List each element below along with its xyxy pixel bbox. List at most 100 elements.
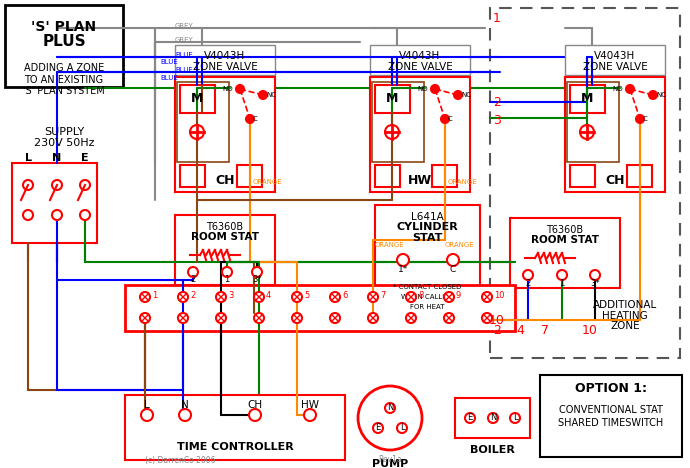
Circle shape [80, 210, 90, 220]
Bar [12, 163, 97, 243]
Circle shape [358, 386, 422, 450]
Text: C: C [643, 116, 648, 122]
Text: ORANGE: ORANGE [253, 179, 283, 185]
Text: 10: 10 [489, 314, 505, 327]
Bar [125, 285, 515, 331]
Text: ADDITIONAL: ADDITIONAL [593, 300, 657, 310]
Text: ORANGE: ORANGE [445, 242, 475, 248]
Bar [370, 45, 470, 75]
Text: N: N [387, 403, 393, 412]
Text: N: N [490, 414, 496, 423]
Circle shape [465, 413, 475, 423]
Text: CH: CH [215, 174, 235, 187]
Text: N: N [52, 153, 61, 163]
Text: TO AN EXISTING: TO AN EXISTING [24, 75, 104, 85]
Circle shape [236, 85, 244, 93]
Text: 1: 1 [560, 278, 564, 287]
Circle shape [259, 91, 267, 99]
Bar [5, 5, 123, 87]
Text: 10: 10 [494, 292, 504, 300]
Text: 2: 2 [493, 95, 501, 109]
Text: 'S' PLAN: 'S' PLAN [32, 20, 97, 34]
Text: Rev1a: Rev1a [378, 455, 402, 465]
Circle shape [397, 254, 409, 266]
Text: L641A: L641A [411, 212, 444, 222]
Circle shape [254, 292, 264, 302]
Circle shape [373, 423, 383, 433]
Text: L: L [25, 153, 32, 163]
Text: 2: 2 [525, 278, 531, 287]
Text: CH: CH [248, 400, 263, 410]
Text: 5: 5 [304, 292, 309, 300]
Text: 7: 7 [541, 323, 549, 336]
Text: ZONE VALVE: ZONE VALVE [193, 62, 257, 72]
Bar [570, 85, 605, 113]
Text: V4043H: V4043H [400, 51, 441, 61]
Circle shape [454, 91, 462, 99]
Bar [177, 82, 229, 162]
Text: FOR HEAT: FOR HEAT [411, 304, 445, 310]
Circle shape [80, 180, 90, 190]
Circle shape [252, 267, 262, 277]
Circle shape [292, 292, 302, 302]
Text: N: N [181, 400, 189, 410]
Text: 3*: 3* [252, 276, 262, 285]
Circle shape [190, 125, 204, 139]
Text: E: E [81, 153, 89, 163]
Circle shape [482, 313, 492, 323]
Text: CYLINDER: CYLINDER [397, 222, 458, 232]
Text: 2: 2 [190, 276, 196, 285]
Text: ORANGE: ORANGE [375, 242, 404, 248]
Text: V4043H: V4043H [204, 51, 246, 61]
Circle shape [254, 313, 264, 323]
Bar [567, 82, 619, 162]
Circle shape [441, 115, 449, 123]
Circle shape [368, 292, 378, 302]
Text: C: C [450, 265, 456, 275]
Text: 6: 6 [342, 292, 347, 300]
Circle shape [557, 270, 567, 280]
Text: E: E [375, 424, 381, 432]
Text: 3: 3 [493, 114, 501, 126]
Circle shape [649, 91, 657, 99]
Text: 8: 8 [418, 292, 424, 300]
Circle shape [590, 270, 600, 280]
Text: M: M [191, 93, 203, 105]
Circle shape [292, 313, 302, 323]
Text: * CONTACT CLOSED: * CONTACT CLOSED [393, 284, 462, 290]
Circle shape [636, 115, 644, 123]
Text: PLUS: PLUS [42, 35, 86, 50]
Text: CONVENTIONAL STAT: CONVENTIONAL STAT [559, 405, 663, 415]
Circle shape [444, 313, 454, 323]
Circle shape [397, 423, 407, 433]
Bar [370, 77, 470, 192]
Text: BLUE: BLUE [175, 67, 193, 73]
Text: 1: 1 [493, 12, 501, 24]
Circle shape [179, 409, 191, 421]
Text: BLUE: BLUE [160, 75, 178, 81]
Bar [125, 395, 345, 460]
Text: 1: 1 [152, 292, 157, 300]
Circle shape [188, 267, 198, 277]
Text: 3: 3 [228, 292, 233, 300]
Circle shape [178, 292, 188, 302]
Text: NO: NO [417, 86, 428, 92]
Text: ZONE VALVE: ZONE VALVE [582, 62, 647, 72]
Circle shape [330, 292, 340, 302]
Text: ZONE VALVE: ZONE VALVE [388, 62, 453, 72]
Text: L: L [400, 424, 404, 432]
Text: C: C [253, 116, 258, 122]
Bar [375, 165, 400, 187]
Circle shape [178, 313, 188, 323]
Text: T6360B: T6360B [206, 222, 244, 232]
Text: HW: HW [301, 400, 319, 410]
Text: GREY: GREY [175, 23, 194, 29]
Circle shape [580, 125, 594, 139]
Text: L: L [144, 400, 150, 410]
Text: 2: 2 [190, 292, 195, 300]
Text: PUMP: PUMP [372, 459, 408, 468]
Text: HW: HW [408, 174, 432, 187]
Text: NO: NO [222, 86, 233, 92]
Text: ROOM STAT: ROOM STAT [531, 235, 599, 245]
Circle shape [216, 313, 226, 323]
